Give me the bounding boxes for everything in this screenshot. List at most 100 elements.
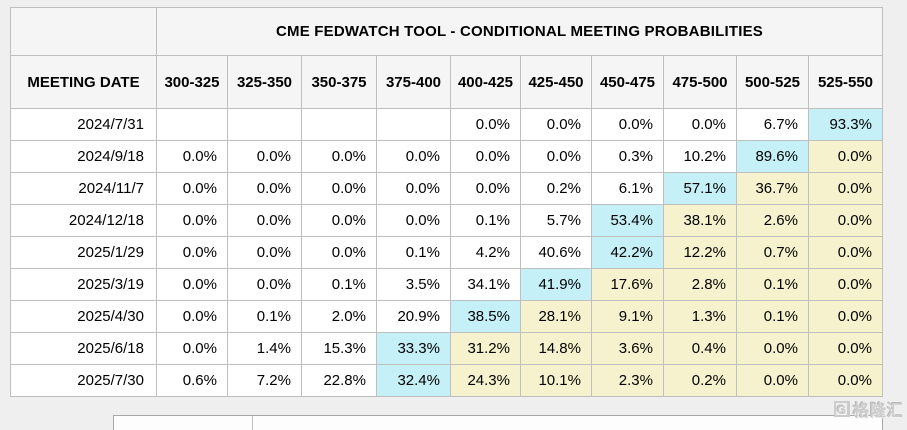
probability-cell: 0.0%: [227, 140, 302, 173]
probability-cell: 0.0%: [520, 108, 592, 141]
probability-cell: 0.0%: [156, 140, 228, 173]
probability-cell: [301, 108, 377, 141]
probability-cell: 0.0%: [808, 172, 883, 205]
probability-cell: 3.6%: [591, 332, 664, 365]
probability-cell: 0.0%: [156, 172, 228, 205]
rate-header-400-425: 400-425: [450, 55, 521, 109]
table-row: 2024/11/7 0.0% 0.0% 0.0% 0.0% 0.0% 0.2% 6.1% 57.…: [10, 172, 883, 205]
probability-cell: 0.0%: [227, 172, 302, 205]
probability-cell: 0.0%: [156, 332, 228, 365]
probability-cell: [376, 108, 451, 141]
gelonghui-logo-icon: G: [833, 401, 850, 417]
probability-cell: 0.0%: [450, 140, 521, 173]
probability-cell: 0.0%: [227, 236, 302, 269]
probability-cell: 93.3%: [808, 108, 883, 141]
probability-cell: 38.1%: [663, 204, 737, 237]
probability-cell: 0.0%: [301, 204, 377, 237]
table-row: 2025/7/30 0.6% 7.2% 22.8% 32.4% 24.3% 10.1% 2.3…: [10, 364, 883, 397]
rate-header-325-350: 325-350: [227, 55, 302, 109]
meeting-date-cell: 2024/9/18: [10, 140, 157, 173]
probability-cell: 0.1%: [376, 236, 451, 269]
probability-cell: 28.1%: [520, 300, 592, 333]
probability-cell: 33.3%: [376, 332, 451, 365]
probability-cell: 0.7%: [736, 236, 809, 269]
table-row: 2025/4/30 0.0% 0.1% 2.0% 20.9% 38.5% 28.1% 9.1%…: [10, 300, 883, 333]
probability-cell: 0.0%: [808, 332, 883, 365]
probability-cell: 0.0%: [450, 108, 521, 141]
probability-cell: 31.2%: [450, 332, 521, 365]
probability-cell: 0.0%: [808, 268, 883, 301]
probability-cell: 24.3%: [450, 364, 521, 397]
meeting-date-cell: 2025/1/29: [10, 236, 157, 269]
meeting-date-cell: 2025/3/19: [10, 268, 157, 301]
probability-cell: 17.6%: [591, 268, 664, 301]
probability-cell: 0.0%: [227, 268, 302, 301]
meeting-date-cell: 2025/6/18: [10, 332, 157, 365]
table-row: 2024/7/31 0.0% 0.0% 0.0% 0.0% 6.7% 93.3%: [10, 108, 883, 141]
table-row: 2025/6/18 0.0% 1.4% 15.3% 33.3% 31.2% 14.8% 3.6…: [10, 332, 883, 365]
probability-cell: 2.3%: [591, 364, 664, 397]
rate-header-450-475: 450-475: [591, 55, 664, 109]
probability-cell: 0.1%: [736, 268, 809, 301]
probability-cell: 42.2%: [591, 236, 664, 269]
probability-cell: 0.6%: [156, 364, 228, 397]
table-row: 2025/1/29 0.0% 0.0% 0.0% 0.1% 4.2% 40.6% 42.2% 1…: [10, 236, 883, 269]
probability-cell: 0.0%: [808, 300, 883, 333]
table-row: 2024/12/18 0.0% 0.0% 0.0% 0.0% 0.1% 5.7% 53.4% 3…: [10, 204, 883, 237]
probability-cell: 0.4%: [663, 332, 737, 365]
probability-cell: 2.0%: [301, 300, 377, 333]
meeting-date-cell: 2024/11/7: [10, 172, 157, 205]
probability-cell: 34.1%: [450, 268, 521, 301]
rate-header-350-375: 350-375: [301, 55, 377, 109]
probability-cell: 0.0%: [156, 236, 228, 269]
probability-cell: 0.0%: [808, 140, 883, 173]
probability-cell: [156, 108, 228, 141]
fedwatch-table-container: CME FEDWATCH TOOL - CONDITIONAL MEETING …: [10, 7, 883, 397]
table-header-row: MEETING DATE 300-325 325-350 350-375 375…: [10, 55, 883, 109]
probability-cell: 3.5%: [376, 268, 451, 301]
probability-cell: 0.0%: [301, 140, 377, 173]
probability-cell: 0.1%: [301, 268, 377, 301]
probability-table-body: 2024/7/31 0.0% 0.0% 0.0% 0.0% 6.7% 93.3% 2024/9…: [10, 108, 883, 397]
probability-cell: 22.8%: [301, 364, 377, 397]
probability-cell: 0.0%: [808, 364, 883, 397]
probability-cell: 0.1%: [736, 300, 809, 333]
probability-cell: 36.7%: [736, 172, 809, 205]
probability-cell: 20.9%: [376, 300, 451, 333]
watermark: G 格隆汇: [833, 397, 904, 421]
corner-cell: [10, 7, 157, 56]
probability-cell: 0.0%: [227, 204, 302, 237]
probability-cell: 0.0%: [450, 172, 521, 205]
probability-cell: 40.6%: [520, 236, 592, 269]
probability-cell: 0.0%: [663, 108, 737, 141]
probability-cell: 53.4%: [591, 204, 664, 237]
probability-cell: 10.1%: [520, 364, 592, 397]
rate-header-375-400: 375-400: [376, 55, 451, 109]
probability-cell: 0.1%: [450, 204, 521, 237]
probability-cell: 0.0%: [156, 204, 228, 237]
probability-cell: 0.0%: [156, 268, 228, 301]
probability-cell: 15.3%: [301, 332, 377, 365]
table-title: CME FEDWATCH TOOL - CONDITIONAL MEETING …: [156, 7, 883, 56]
rate-header-425-450: 425-450: [520, 55, 592, 109]
probability-cell: 6.7%: [736, 108, 809, 141]
probability-cell: 2.8%: [663, 268, 737, 301]
meeting-date-cell: 2024/12/18: [10, 204, 157, 237]
probability-cell: 1.4%: [227, 332, 302, 365]
probability-cell: 7.2%: [227, 364, 302, 397]
probability-cell: 14.8%: [520, 332, 592, 365]
rate-header-300-325: 300-325: [156, 55, 228, 109]
watermark-text: 格隆汇: [852, 403, 904, 420]
probability-cell: 41.9%: [520, 268, 592, 301]
probability-cell: 9.1%: [591, 300, 664, 333]
probability-cell: 6.1%: [591, 172, 664, 205]
meeting-date-header: MEETING DATE: [10, 55, 157, 109]
probability-cell: 0.1%: [227, 300, 302, 333]
probability-cell: [227, 108, 302, 141]
probability-cell: 0.0%: [808, 204, 883, 237]
probability-cell: 0.0%: [808, 236, 883, 269]
probability-cell: 0.3%: [591, 140, 664, 173]
probability-cell: 57.1%: [663, 172, 737, 205]
next-table-fragment-divider: [252, 416, 253, 430]
fedwatch-table: CME FEDWATCH TOOL - CONDITIONAL MEETING …: [10, 7, 883, 397]
